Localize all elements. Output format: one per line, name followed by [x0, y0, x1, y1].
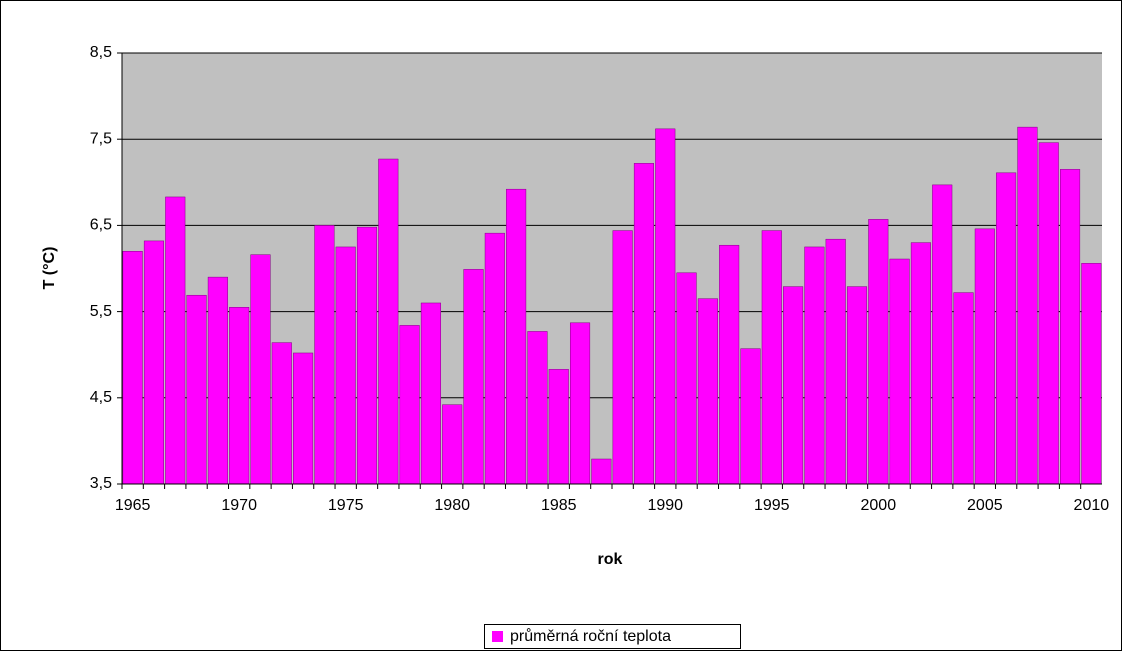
bar [420, 302, 441, 485]
bar [953, 292, 974, 485]
x-tick-label: 1965 [115, 497, 151, 514]
bar [442, 404, 463, 485]
bar [548, 369, 569, 485]
bar [399, 325, 420, 485]
bar [1038, 142, 1059, 485]
bar [655, 128, 676, 485]
bar [996, 172, 1017, 485]
bar [633, 163, 655, 485]
bar [591, 458, 612, 485]
bar [271, 342, 292, 485]
bar [612, 230, 633, 485]
bar [910, 242, 931, 485]
bar [122, 251, 143, 485]
bar [846, 286, 868, 485]
bar [825, 238, 846, 485]
bar [250, 254, 271, 485]
bar [1017, 126, 1038, 485]
bar [335, 246, 356, 485]
x-tick-label: 2000 [861, 497, 897, 514]
x-tick-label: 1995 [754, 497, 790, 514]
bar [804, 246, 825, 485]
bar [484, 232, 505, 485]
bar [697, 298, 718, 485]
x-tick-label: 1980 [434, 497, 470, 514]
bar [463, 269, 484, 485]
bar [889, 258, 910, 485]
bar [293, 352, 314, 485]
bar [783, 286, 804, 485]
x-tick-label: 2005 [967, 497, 1003, 514]
x-tick-label: 1970 [221, 497, 257, 514]
x-tick-label: 2010 [1074, 497, 1110, 514]
y-tick-label: 7,5 [90, 130, 112, 147]
bar [1081, 263, 1102, 485]
legend [484, 624, 741, 649]
bar [569, 322, 591, 485]
bar [974, 228, 995, 485]
bar [1059, 169, 1081, 485]
bar [143, 240, 165, 485]
bar [719, 244, 740, 485]
bar [378, 158, 399, 485]
bar [676, 272, 697, 485]
bar [165, 196, 186, 485]
bar [314, 225, 335, 485]
x-axis-title: rok [598, 551, 623, 568]
bar [527, 331, 548, 485]
y-tick-label: 8,5 [90, 44, 112, 61]
bar [229, 307, 250, 485]
x-tick-label: 1990 [647, 497, 683, 514]
y-tick-label: 4,5 [90, 389, 112, 406]
legend-swatch [492, 631, 503, 642]
bar [932, 184, 953, 485]
bar [506, 188, 527, 485]
y-tick-label: 6,5 [90, 217, 112, 234]
bar [868, 219, 889, 485]
y-tick-label: 3,5 [90, 475, 112, 492]
bar [356, 226, 378, 485]
y-axis-title: T (°C) [41, 247, 58, 290]
bar [207, 276, 228, 485]
bar [740, 348, 761, 485]
y-tick-label: 5,5 [90, 303, 112, 320]
bar [761, 230, 782, 485]
bar [186, 294, 207, 485]
x-tick-label: 1985 [541, 497, 577, 514]
x-tick-label: 1975 [328, 497, 364, 514]
legend-label: průměrná roční teplota [510, 627, 671, 645]
